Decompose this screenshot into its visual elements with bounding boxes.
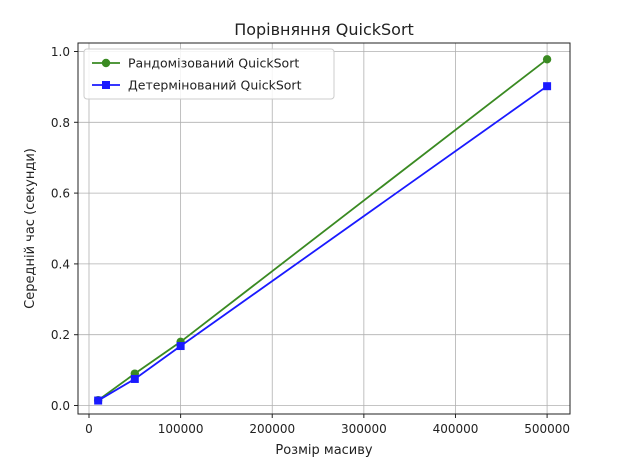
series-2-point (176, 342, 185, 351)
legend-entry: Рандомізований QuickSort (92, 56, 299, 71)
legend-label: Рандомізований QuickSort (128, 56, 299, 71)
y-tick-label: 0.6 (51, 187, 70, 201)
y-tick-label: 0.0 (51, 399, 70, 413)
legend-swatch-marker (101, 58, 111, 68)
series-1-line (97, 58, 548, 401)
x-tick-label: 500000 (524, 422, 570, 436)
y-tick-label: 0.8 (51, 116, 70, 130)
ticks: 0 100000 200000 300000 400000 500000 0.0 0.2 0.4… (51, 45, 570, 436)
x-tick-label: 0 (85, 422, 93, 436)
y-tick-label: 0.2 (51, 328, 70, 342)
x-tick-label: 200000 (249, 422, 295, 436)
y-tick-label: 1.0 (51, 45, 70, 59)
series-1-point (542, 55, 552, 64)
chart-title: Порівняння QuickSort (234, 20, 414, 39)
series-2 (94, 82, 552, 405)
series-layer (93, 55, 552, 405)
y-tick-label: 0.4 (51, 257, 70, 271)
legend-swatch-marker (102, 81, 110, 89)
series-2-point (94, 396, 103, 405)
legend-entry: Детермінований QuickSort (92, 78, 302, 93)
x-tick-label: 400000 (433, 422, 479, 436)
legend-label: Детермінований QuickSort (128, 78, 302, 93)
series-2-point (130, 374, 139, 383)
legend: Рандомізований QuickSort Детермінований Q… (83, 48, 335, 100)
series-2-line (97, 85, 548, 402)
plot-frame (77, 42, 571, 415)
x-tick-label: 100000 (158, 422, 204, 436)
series-2-point (543, 82, 552, 91)
x-axis-title: Розмір масиву (275, 443, 373, 458)
x-tick-label: 300000 (341, 422, 387, 436)
legend-box (83, 48, 335, 100)
y-axis-title: Середній час (секунди) (23, 148, 38, 309)
grid (78, 43, 570, 414)
